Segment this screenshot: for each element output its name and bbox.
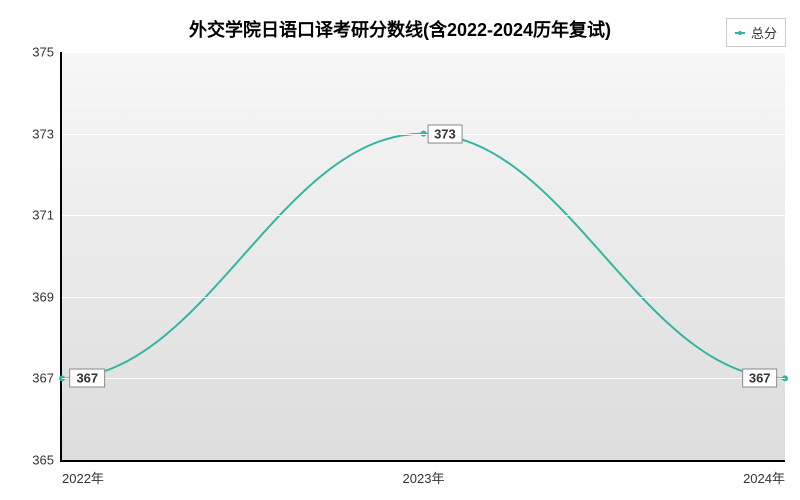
- line-layer: [62, 52, 785, 460]
- y-tick-label: 365: [32, 453, 62, 468]
- legend: 总分: [726, 18, 786, 47]
- grid-line: [62, 52, 785, 53]
- legend-label: 总分: [751, 23, 777, 42]
- data-label: 367: [69, 369, 105, 388]
- y-tick-label: 367: [32, 371, 62, 386]
- y-tick-label: 369: [32, 289, 62, 304]
- data-label: 373: [427, 124, 463, 143]
- chart-title: 外交学院日语口译考研分数线(含2022-2024历年复试): [0, 16, 800, 42]
- chart-container: 外交学院日语口译考研分数线(含2022-2024历年复试) 总分 365 367 3…: [0, 0, 800, 500]
- grid-line: [62, 297, 785, 298]
- series-line: [62, 134, 785, 379]
- grid-line: [62, 134, 785, 135]
- grid-line: [62, 215, 785, 216]
- y-tick-label: 371: [32, 208, 62, 223]
- x-tick-label: 2023年: [403, 460, 445, 487]
- y-tick-label: 375: [32, 45, 62, 60]
- y-tick-label: 373: [32, 126, 62, 141]
- legend-marker-icon: [735, 32, 745, 34]
- grid-line: [62, 378, 785, 379]
- x-tick-label: 2024年: [743, 460, 785, 487]
- plot-area: 3653673693713733752022年2023年2024年3673733…: [60, 52, 785, 462]
- data-label: 367: [742, 369, 778, 388]
- x-tick-label: 2022年: [62, 460, 104, 487]
